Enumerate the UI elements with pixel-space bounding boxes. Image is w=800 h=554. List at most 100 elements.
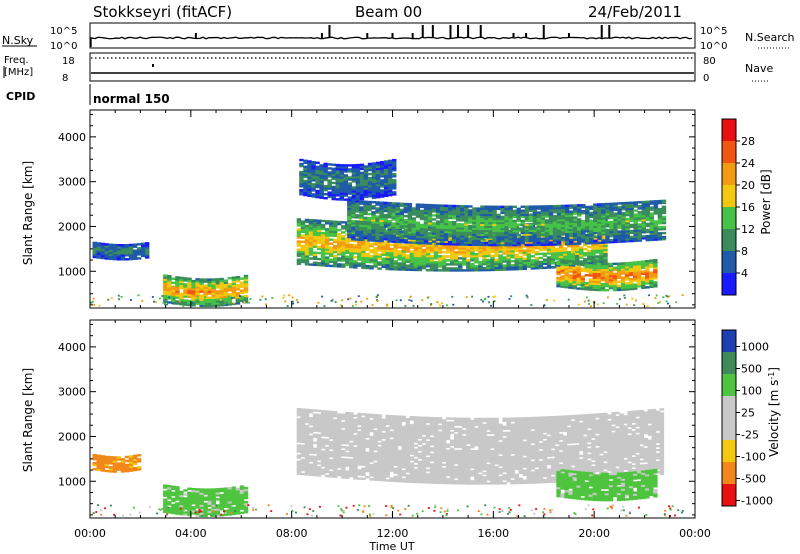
power-echo-cell bbox=[520, 211, 525, 215]
power-echo-cell bbox=[580, 283, 585, 287]
power-echo-cell bbox=[585, 238, 590, 241]
power-echo-cell bbox=[311, 185, 316, 188]
power-echo-cell bbox=[359, 230, 364, 233]
power-echo-cell bbox=[308, 243, 314, 246]
power-echo-cell bbox=[599, 244, 604, 248]
power-echo-cell bbox=[613, 214, 618, 217]
power-echo-cell bbox=[353, 250, 358, 253]
velocity-echo-cell bbox=[316, 470, 322, 473]
power-echo-cell bbox=[367, 191, 373, 194]
power-echo-cell bbox=[333, 248, 338, 252]
power-echo-cell bbox=[585, 207, 590, 211]
nsky-frame bbox=[89, 22, 696, 49]
power-echo-cell bbox=[319, 172, 324, 175]
power-echo-cell bbox=[371, 192, 377, 195]
velocity-echo-cell bbox=[316, 472, 322, 475]
power-echo-cell bbox=[347, 190, 353, 193]
power-echo-cell bbox=[223, 297, 229, 301]
power-echo-cell bbox=[96, 242, 101, 245]
power-speckle bbox=[216, 295, 219, 298]
power-echo-cell bbox=[355, 208, 360, 211]
power-echo-cell bbox=[307, 194, 312, 197]
power-echo-cell bbox=[556, 270, 561, 274]
power-echo-cell bbox=[207, 290, 212, 293]
power-echo-cell bbox=[577, 230, 582, 233]
power-echo-cell bbox=[458, 257, 463, 260]
power-echo-cell bbox=[385, 241, 390, 245]
power-echo-cell bbox=[560, 261, 565, 264]
power-echo-cell bbox=[387, 167, 393, 171]
power-echo-cell bbox=[239, 295, 245, 298]
power-echo-cell bbox=[443, 238, 449, 242]
power-echo-cell bbox=[341, 239, 346, 242]
power-echo-cell bbox=[112, 255, 118, 259]
cpid-label: CPID bbox=[6, 90, 35, 103]
power-echo-cell bbox=[112, 249, 118, 253]
velocity-echo-cell bbox=[304, 461, 310, 464]
power-speckle bbox=[354, 300, 357, 303]
power-echo-cell bbox=[333, 222, 338, 226]
power-echo-cell bbox=[550, 256, 556, 259]
power-echo-cell bbox=[324, 222, 330, 225]
power-echo-cell bbox=[581, 222, 586, 225]
power-speckle bbox=[355, 303, 358, 306]
power-echo-cell bbox=[560, 267, 565, 270]
power-echo-cell bbox=[536, 213, 542, 216]
velocity-echo-cell bbox=[300, 460, 306, 464]
velocity-echo-cell bbox=[163, 490, 168, 493]
power-echo-cell bbox=[458, 247, 463, 250]
power-echo-cell bbox=[568, 260, 573, 263]
power-echo-cell bbox=[544, 237, 550, 240]
velocity-echo-cell bbox=[337, 463, 342, 467]
power-echo-cell bbox=[385, 257, 390, 261]
power-echo-cell bbox=[632, 279, 638, 282]
power-echo-cell bbox=[415, 235, 421, 239]
power-echo-cell bbox=[540, 205, 546, 208]
power-echo-cell bbox=[520, 209, 525, 213]
power-echo-cell bbox=[355, 180, 361, 183]
velocity-echo-cell bbox=[300, 414, 306, 417]
power-echo-cell bbox=[449, 269, 455, 272]
power-echo-cell bbox=[637, 262, 642, 266]
power-echo-cell bbox=[556, 278, 561, 282]
power-echo-cell bbox=[307, 164, 312, 167]
velocity-echo-cell bbox=[300, 412, 306, 415]
power-echo-cell bbox=[560, 226, 566, 230]
power-speckle bbox=[681, 294, 684, 297]
power-echo-cell bbox=[604, 264, 610, 268]
power-echo-cell bbox=[421, 266, 427, 270]
power-echo-cell bbox=[544, 219, 550, 222]
power-echo-cell bbox=[570, 250, 576, 254]
velocity-echo-cell bbox=[308, 429, 314, 432]
power-echo-cell bbox=[403, 222, 409, 226]
power-echo-cell bbox=[296, 250, 302, 253]
power-echo-cell bbox=[500, 227, 505, 231]
power-echo-cell bbox=[558, 249, 564, 252]
power-echo-cell bbox=[564, 230, 570, 234]
power-echo-cell bbox=[199, 304, 204, 307]
power-echo-cell bbox=[435, 238, 441, 241]
power-echo-cell bbox=[601, 239, 606, 242]
velocity-echo-cell bbox=[211, 498, 216, 501]
velocity-echo-cell bbox=[304, 414, 310, 418]
power-echo-cell bbox=[296, 262, 302, 265]
power-echo-cell bbox=[597, 223, 602, 226]
velocity-echo-cell bbox=[132, 462, 138, 466]
power-echo-cell bbox=[320, 254, 326, 257]
power-echo-cell bbox=[464, 237, 469, 240]
power-echo-cell bbox=[311, 169, 316, 172]
power-echo-cell bbox=[572, 284, 577, 288]
power-echo-cell bbox=[552, 223, 558, 226]
power-echo-cell bbox=[458, 269, 463, 272]
power-speckle bbox=[510, 295, 513, 298]
power-echo-cell bbox=[361, 262, 366, 266]
power-speckle bbox=[172, 302, 175, 305]
power-echo-cell bbox=[581, 232, 586, 235]
power-echo-cell bbox=[554, 247, 560, 251]
power-echo-cell bbox=[632, 261, 638, 264]
power-echo-cell bbox=[387, 216, 392, 219]
power-echo-cell bbox=[628, 277, 634, 281]
power-echo-cell bbox=[339, 176, 344, 179]
power-echo-cell bbox=[104, 249, 110, 252]
